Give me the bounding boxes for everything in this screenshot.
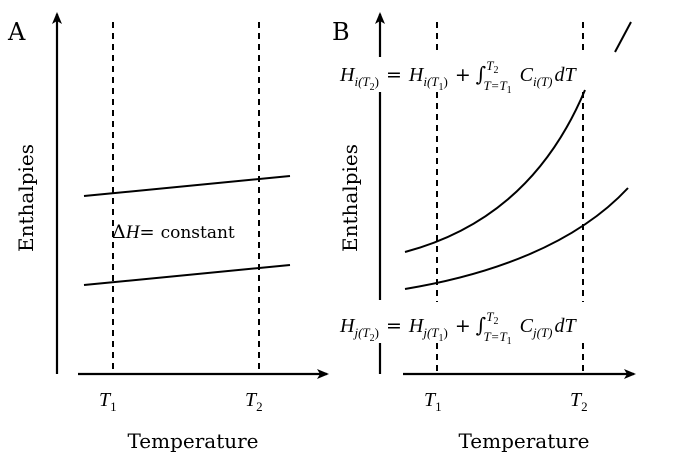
panel-b-label: B — [332, 18, 350, 46]
panel-b-lower-curve — [404, 187, 629, 290]
panel-b-upper-curve-tail — [614, 21, 632, 53]
panel-a-x-label: Temperature — [127, 429, 258, 453]
panel-a-upper-line — [83, 175, 291, 197]
panel-b-t1-label: T1 — [424, 389, 442, 414]
panel-b-equation-top: Hi(T2) = Hi(T1) + ∫T2 T=T1Ci(T) dT — [339, 58, 578, 96]
panel-a-t1-label: T1 — [99, 389, 117, 414]
panel-a-y-label: Enthalpies — [14, 144, 38, 252]
panel-b-equation-bottom: Hj(T2) = Hj(T1) + ∫T2 T=T1Cj(T) dT — [339, 309, 578, 347]
panel-a: A ΔH= constant T1 T2 Temperature Enthalpi… — [7, 12, 329, 453]
panel-a-label: A — [7, 18, 26, 46]
panel-a-t2-label: T2 — [245, 389, 263, 414]
panel-b-y-label: Enthalpies — [338, 144, 362, 252]
panel-a-delta-label: ΔH= constant — [112, 221, 235, 243]
panel-b-upper-curve — [404, 89, 586, 253]
panel-a-lower-line — [83, 264, 291, 286]
panel-b: B Hi(T2) = Hi(T1) + ∫T2 T=T1Ci(T) dT Hj(T2) = Hj… — [332, 12, 636, 453]
panel-b-x-label: Temperature — [458, 429, 589, 453]
panel-b-t2-label: T2 — [570, 389, 588, 414]
